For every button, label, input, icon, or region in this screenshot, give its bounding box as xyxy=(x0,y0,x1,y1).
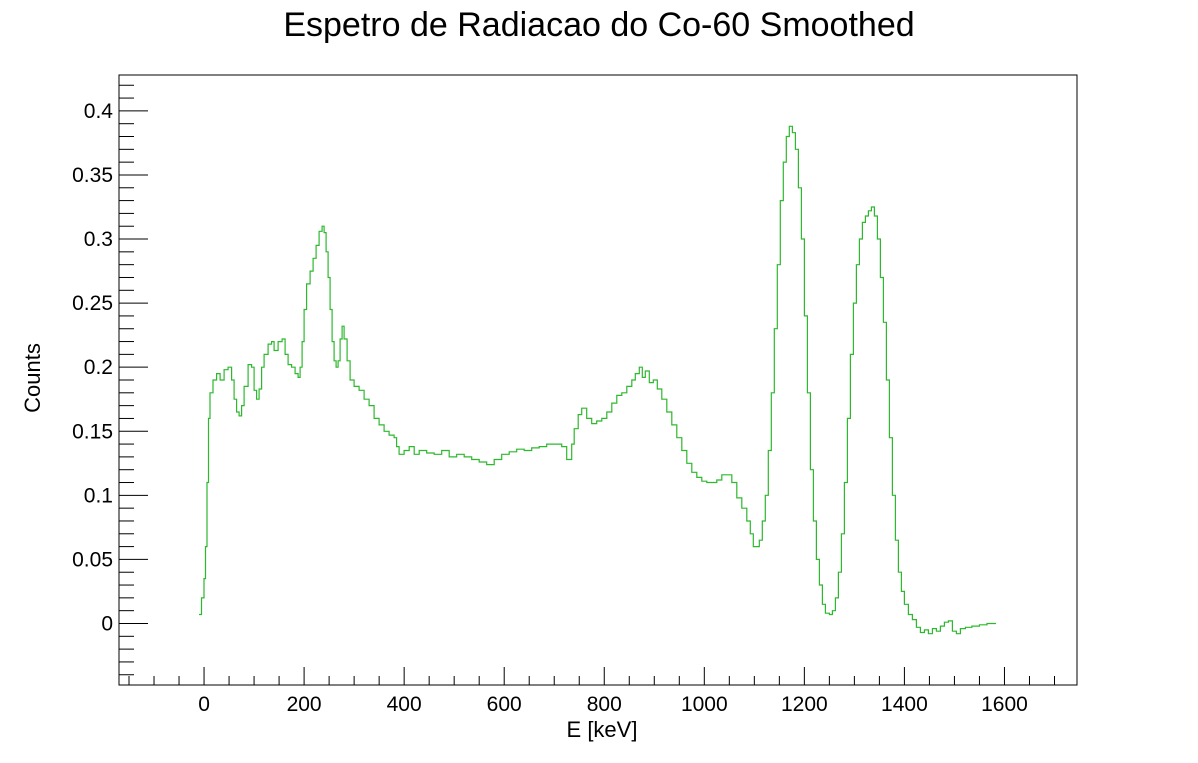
x-tick-label: 200 xyxy=(287,693,322,716)
x-tick-label: 0 xyxy=(198,693,210,716)
x-axis-title: E [keV] xyxy=(567,717,638,742)
x-tick-label: 1400 xyxy=(881,693,928,716)
y-axis-title: Counts xyxy=(20,343,45,413)
y-tick-label: 0.3 xyxy=(84,228,113,251)
chart-title: Espetro de Radiacao do Co-60 Smoothed xyxy=(283,6,914,44)
y-tick-label: 0.25 xyxy=(72,292,113,315)
y-tick-label: 0.15 xyxy=(72,420,113,443)
x-tick-label: 1000 xyxy=(681,693,728,716)
series-group xyxy=(199,125,996,635)
y-tick-label: 0.2 xyxy=(84,356,113,379)
x-tick-label: 1600 xyxy=(981,693,1028,716)
x-tick-label: 600 xyxy=(487,693,522,716)
y-tick-label: 0.4 xyxy=(84,100,114,123)
x-tick-label: 800 xyxy=(587,693,622,716)
plot-frame xyxy=(118,74,1078,686)
y-tick-label: 0 xyxy=(101,612,113,635)
y-tick-label: 0.1 xyxy=(84,484,113,507)
x-tick-label: 1200 xyxy=(781,693,828,716)
x-tick-label: 400 xyxy=(387,693,422,716)
y-axis: 0 0.05 0.1 0.15 0.2 0.25 0.3 0.35 0.4 xyxy=(72,84,148,676)
spectrum-series-line xyxy=(199,125,996,635)
y-tick-label: 0.05 xyxy=(72,548,113,571)
x-axis: 0 200 400 600 800 1000 1200 1400 1600 xyxy=(128,667,1055,716)
y-tick-label: 0.35 xyxy=(72,164,113,187)
